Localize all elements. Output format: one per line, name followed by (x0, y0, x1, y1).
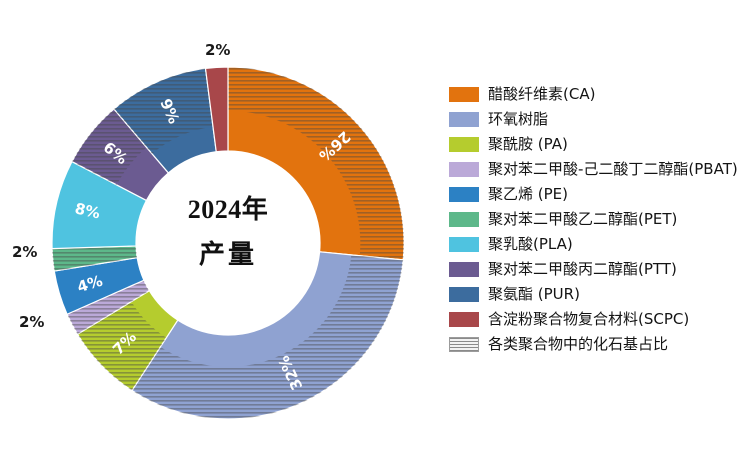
legend-item-label: 含淀粉聚合物复合材料(SCPC) (488, 310, 690, 328)
legend-item-label: 聚对苯二甲酸丙二醇酯(PTT) (488, 260, 677, 278)
donut-hole (136, 151, 320, 335)
outside-label-scpc: 2% (205, 41, 231, 59)
legend-item[interactable]: 醋酸纤维素(CA) (449, 82, 739, 107)
legend-color-swatch (449, 87, 479, 102)
legend-item[interactable]: 聚对苯二甲酸-己二酸丁二醇酯(PBAT) (449, 157, 739, 182)
legend-color-swatch (449, 237, 479, 252)
chart-area: 26% 32% 7% 4% 8% 6% 9% 2024年 产量 2% 2% 2% (12, 41, 405, 420)
donut-slice-fossil-hatch (77, 301, 167, 391)
legend-item-label: 环氧树脂 (488, 110, 549, 128)
donut-slice-fossil-hatch (52, 245, 138, 272)
legend-color-swatch (449, 137, 479, 152)
legend-color-swatch (449, 287, 479, 302)
legend-item-label: 聚对苯二甲酸乙二醇酯(PET) (488, 210, 678, 228)
legend-item-label: 聚乙烯 (PE) (488, 185, 568, 203)
legend-color-swatch (449, 187, 479, 202)
legend-item[interactable]: 聚对苯二甲酸乙二醇酯(PET) (449, 207, 739, 232)
legend-item-label: 醋酸纤维素(CA) (488, 85, 596, 103)
legend-item-label: 聚乳酸(PLA) (488, 235, 573, 253)
legend-item[interactable]: 各类聚合物中的化石基占比 (449, 332, 739, 357)
legend-item[interactable]: 聚氨酯 (PUR) (449, 282, 739, 307)
legend-item-label: 聚氨酯 (PUR) (488, 285, 580, 303)
donut-slice-fossil-hatch (228, 67, 405, 260)
legend-item-label: 聚酰胺 (PA) (488, 135, 568, 153)
legend-item-label: 各类聚合物中的化石基占比 (488, 335, 669, 353)
legend-item[interactable]: 聚乳酸(PLA) (449, 232, 739, 257)
legend: 醋酸纤维素(CA) 环氧树脂聚酰胺 (PA) 聚对苯二甲酸-己二酸丁二醇酯(PBAT… (449, 82, 739, 357)
legend-color-swatch (449, 112, 479, 127)
donut-slice-fossil-hatch (67, 280, 150, 335)
legend-item-label: 聚对苯二甲酸-己二酸丁二醇酯(PBAT) (488, 160, 738, 178)
legend-item[interactable]: 聚乙烯 (PE) (449, 182, 739, 207)
donut-slices[interactable] (51, 66, 405, 420)
legend-color-swatch (449, 212, 479, 227)
outside-label-pet: 2% (12, 243, 38, 261)
outside-label-pbat: 2% (19, 313, 45, 331)
legend-color-swatch (449, 262, 479, 277)
legend-item[interactable]: 环氧树脂 (449, 107, 739, 132)
hatch-pattern-swatch (449, 337, 479, 352)
donut-slice-fossil-hatch (131, 254, 404, 420)
legend-item[interactable]: 含淀粉聚合物复合材料(SCPC) (449, 307, 739, 332)
donut-slice-fossil-hatch (113, 68, 214, 154)
legend-item[interactable]: 聚对苯二甲酸丙二醇酯(PTT) (449, 257, 739, 282)
legend-item[interactable]: 聚酰胺 (PA) (449, 132, 739, 157)
donut-slice-fossil-hatch (71, 108, 147, 185)
legend-color-swatch (449, 162, 479, 177)
legend-color-swatch (449, 312, 479, 327)
donut-svg: 26%32%7%4%8%6%9% (51, 66, 405, 420)
slice-percent-label: 8% (73, 199, 102, 222)
